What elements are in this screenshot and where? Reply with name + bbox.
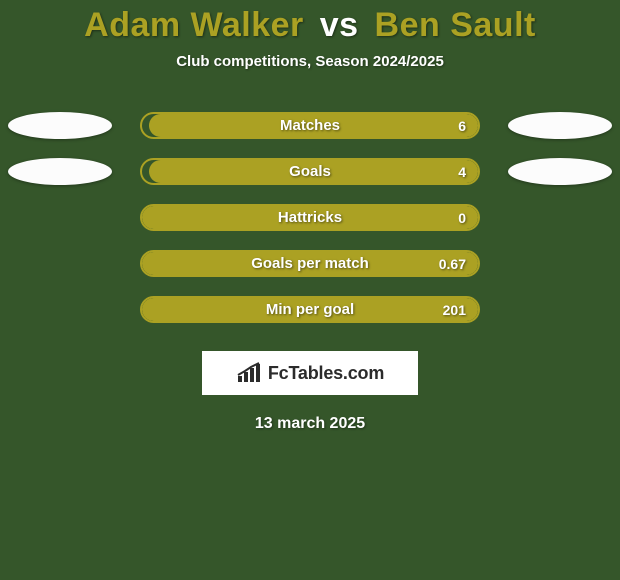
stat-bar: Min per goal201 (140, 296, 480, 323)
stat-bar: Matches6 (140, 112, 480, 139)
left-ellipse (8, 112, 112, 139)
stat-row: Goals4 (0, 158, 620, 185)
logo-text: FcTables.com (268, 363, 384, 384)
barchart-icon (236, 362, 262, 384)
stat-value: 201 (443, 298, 466, 321)
date-label: 13 march 2025 (255, 415, 365, 433)
subtitle: Club competitions, Season 2024/2025 (176, 53, 444, 70)
stat-row: Hattricks0 (0, 204, 620, 231)
stat-value: 6 (458, 114, 466, 137)
player2-name: Ben Sault (375, 6, 536, 44)
stat-bar-fill (142, 298, 478, 321)
stat-row: Goals per match0.67 (0, 250, 620, 277)
stat-bar: Goals4 (140, 158, 480, 185)
stat-bar: Hattricks0 (140, 204, 480, 231)
stat-bar-fill (142, 206, 478, 229)
right-ellipse (508, 158, 612, 185)
stats-rows: Matches6 Goals4 Hattricks0 Goals per match0… (0, 112, 620, 323)
stat-value: 0.67 (439, 252, 466, 275)
stat-bar-fill (149, 160, 478, 183)
stat-bar-fill (142, 252, 478, 275)
vs-label: vs (314, 6, 365, 44)
left-ellipse (8, 158, 112, 185)
stat-bar-fill (149, 114, 478, 137)
source-logo[interactable]: FcTables.com (202, 351, 418, 395)
stat-row: Matches6 (0, 112, 620, 139)
stat-value: 0 (458, 206, 466, 229)
right-ellipse (508, 112, 612, 139)
stat-bar: Goals per match0.67 (140, 250, 480, 277)
stat-row: Min per goal201 (0, 296, 620, 323)
player1-name: Adam Walker (84, 6, 304, 44)
page-title: Adam Walker vs Ben Sault (84, 6, 536, 45)
stat-value: 4 (458, 160, 466, 183)
comparison-card: Adam Walker vs Ben Sault Club competitio… (0, 0, 620, 580)
